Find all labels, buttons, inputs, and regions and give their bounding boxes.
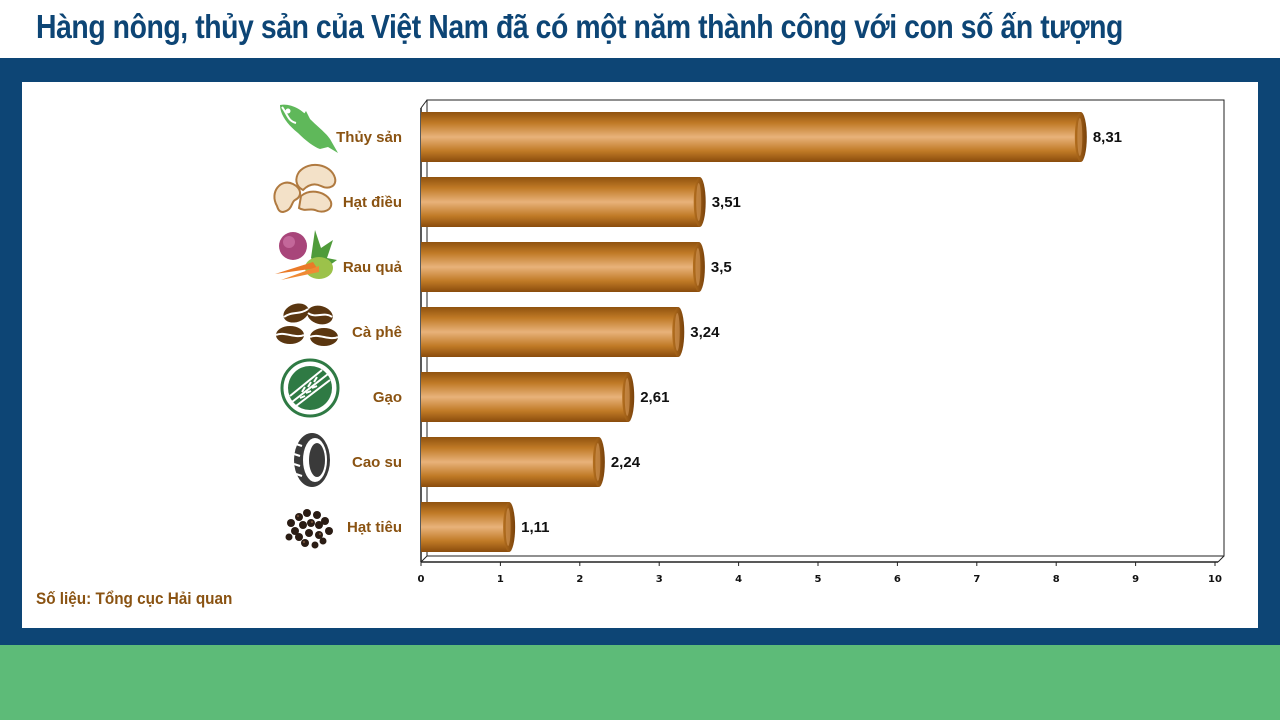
category-label: Hạt tiêu bbox=[347, 519, 402, 536]
frame-edge-bottom-left bbox=[420, 555, 428, 563]
bar-cap-highlight bbox=[624, 378, 630, 416]
bar-cap-highlight bbox=[674, 313, 680, 351]
category-label: Cao su bbox=[352, 454, 402, 471]
value-label: 8,31 bbox=[1093, 129, 1122, 146]
tire-icon bbox=[293, 433, 330, 487]
green-footer-band bbox=[0, 645, 1280, 720]
x-tick-label: 7 bbox=[973, 574, 980, 585]
x-tick-label: 9 bbox=[1132, 574, 1139, 585]
value-label: 1,11 bbox=[521, 519, 549, 536]
bar bbox=[421, 307, 679, 357]
value-label: 2,61 bbox=[640, 389, 669, 406]
frame-edge-top bbox=[420, 99, 428, 109]
value-label: 3,51 bbox=[712, 194, 741, 211]
category-labels: Thủy sản Hạt điều Rau quả Cà phê Gạo Cao su Hạ… bbox=[336, 129, 403, 536]
bars-group bbox=[421, 112, 1087, 552]
bar-cap-highlight bbox=[595, 443, 601, 481]
category-icons bbox=[273, 104, 340, 549]
x-tick-label: 10 bbox=[1208, 574, 1222, 585]
page-title: Hàng nông, thủy sản của Việt Nam đã có m… bbox=[36, 8, 1123, 45]
category-label: Thủy sản bbox=[336, 129, 402, 146]
bar-cap-highlight bbox=[696, 183, 702, 221]
pepper-icon bbox=[285, 509, 333, 549]
value-labels: 8,31 3,51 3,5 3,24 2,61 2,24 1,11 bbox=[521, 129, 1122, 536]
bar bbox=[421, 177, 700, 227]
coffee-beans-icon bbox=[275, 303, 339, 346]
bar-cap-highlight bbox=[1077, 118, 1083, 156]
data-source-note: Số liệu: Tổng cục Hải quan bbox=[36, 589, 233, 608]
cashew-icon bbox=[273, 163, 337, 214]
value-label: 3,5 bbox=[711, 259, 732, 276]
bar bbox=[421, 502, 510, 552]
bar bbox=[421, 112, 1081, 162]
value-label: 3,24 bbox=[690, 324, 720, 341]
bar bbox=[421, 372, 629, 422]
x-tick-label: 2 bbox=[576, 574, 583, 585]
category-label: Rau quả bbox=[343, 259, 403, 276]
x-tick-label: 5 bbox=[815, 574, 822, 585]
bar-cap-highlight bbox=[695, 248, 701, 286]
bar bbox=[421, 437, 599, 487]
x-tick-label: 8 bbox=[1053, 574, 1060, 585]
bar-cap-highlight bbox=[505, 508, 511, 546]
bar bbox=[421, 242, 699, 292]
x-tick-label: 1 bbox=[497, 574, 504, 585]
category-label: Cà phê bbox=[352, 324, 402, 341]
x-tick-label: 4 bbox=[735, 574, 742, 585]
fish-icon bbox=[280, 104, 338, 153]
category-label: Hạt điều bbox=[343, 194, 402, 211]
frame-edge-bottom-right bbox=[1217, 555, 1225, 563]
x-tick-label: 6 bbox=[894, 574, 901, 585]
value-label: 2,24 bbox=[611, 454, 641, 471]
x-tick-label: 0 bbox=[418, 574, 425, 585]
x-tick-label: 3 bbox=[656, 574, 663, 585]
x-axis: 0 1 2 3 4 5 6 7 8 9 10 bbox=[418, 561, 1222, 585]
title-band: Hàng nông, thủy sản của Việt Nam đã có m… bbox=[0, 0, 1280, 58]
vegetables-icon bbox=[275, 230, 337, 280]
rice-icon bbox=[280, 358, 340, 418]
category-label: Gạo bbox=[373, 389, 402, 406]
